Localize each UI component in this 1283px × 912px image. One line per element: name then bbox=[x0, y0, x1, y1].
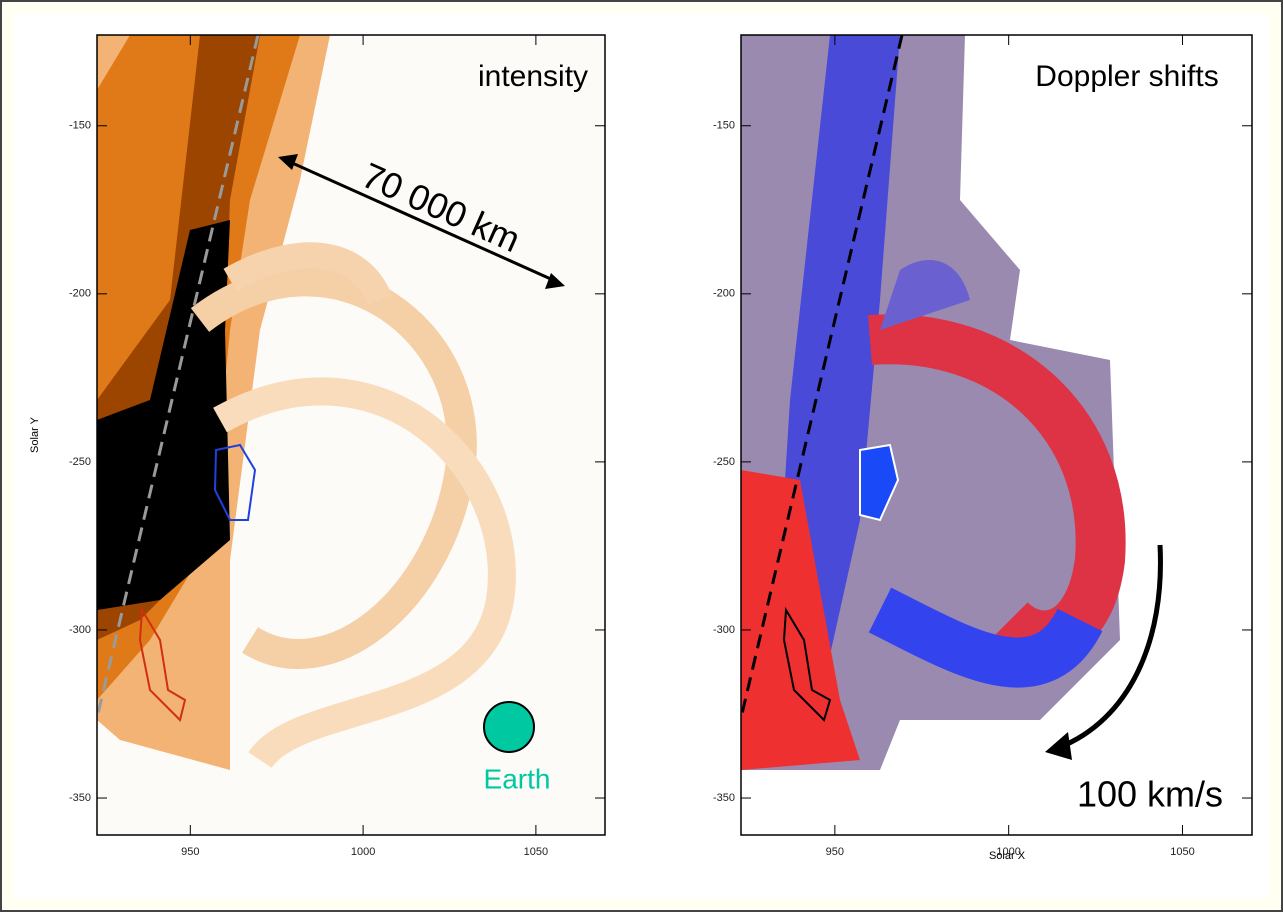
x-tick-label: 950 bbox=[181, 846, 199, 858]
doppler-map bbox=[741, 35, 1252, 835]
y-tick-label: -150 bbox=[713, 120, 735, 132]
y-tick-label: -300 bbox=[713, 624, 735, 636]
earth-label: Earth bbox=[484, 763, 551, 794]
y-tick-label: -150 bbox=[69, 120, 91, 132]
earth-icon bbox=[484, 702, 534, 752]
x-tick-label: 950 bbox=[826, 846, 844, 858]
y-tick-label: -300 bbox=[69, 624, 91, 636]
y-tick-label: -250 bbox=[69, 456, 91, 468]
y-tick-label: -200 bbox=[69, 288, 91, 300]
figure: intensity Doppler shifts Solar Y Solar X… bbox=[0, 0, 1283, 912]
y-tick-label: -200 bbox=[713, 288, 735, 300]
y-tick-label: -250 bbox=[713, 456, 735, 468]
x-tick-label: 1050 bbox=[524, 846, 548, 858]
velocity-label: 100 km/s bbox=[1077, 774, 1223, 815]
panel-title: intensity bbox=[478, 60, 588, 93]
y-axis-label: Solar Y bbox=[29, 416, 41, 453]
x-tick-label: 1000 bbox=[996, 846, 1020, 858]
figure-canvas: intensity Doppler shifts Solar Y Solar X… bbox=[0, 0, 1283, 912]
y-tick-label: -350 bbox=[713, 792, 735, 804]
y-tick-label: -350 bbox=[69, 792, 91, 804]
panel-title: Doppler shifts bbox=[1035, 60, 1218, 93]
x-tick-label: 1000 bbox=[351, 846, 375, 858]
x-tick-label: 1050 bbox=[1170, 846, 1194, 858]
